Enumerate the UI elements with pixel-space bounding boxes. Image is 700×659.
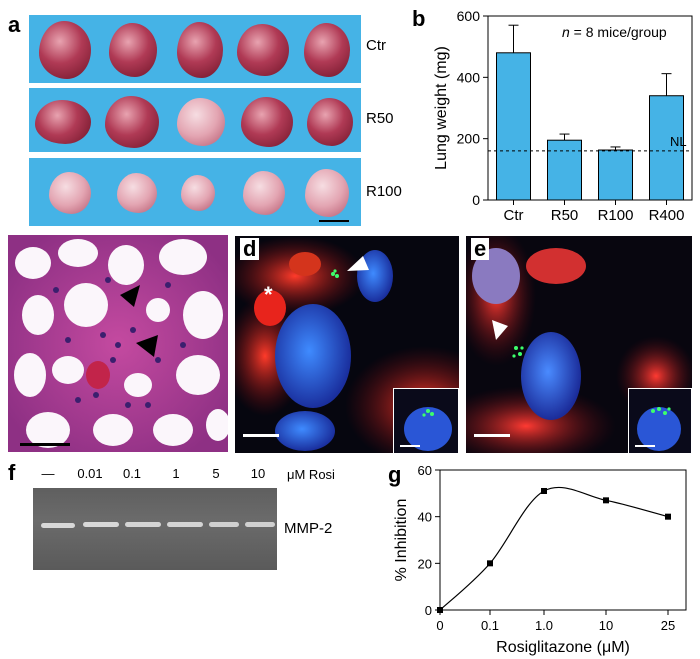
lung-r50-1	[35, 100, 91, 144]
lane-label-2: 0.01	[77, 466, 103, 481]
band-lane-6	[245, 522, 275, 527]
panel-f-letter: f	[8, 460, 16, 485]
y-tick-label-1: 200	[457, 131, 481, 147]
fluorescence-image-e	[466, 236, 692, 453]
row-label-ctr: Ctr	[366, 37, 386, 54]
x-tick-label-1: 0.1	[481, 618, 499, 633]
panel-d-letter: d	[240, 238, 260, 260]
x-tick-label-2: 1.0	[535, 618, 553, 633]
asterisk-marker: *	[264, 282, 273, 307]
y-tick-label-3: 60	[418, 463, 432, 478]
lane-label-4: 1	[172, 466, 180, 481]
lung-r100-3	[181, 175, 215, 211]
fluorescence-image-d	[235, 236, 459, 453]
data-point-0	[437, 607, 443, 613]
band-lane-5	[209, 522, 239, 527]
data-point-3	[603, 497, 609, 504]
reference-label-nl: NL	[670, 134, 687, 149]
panel-a-letter: a	[8, 12, 21, 37]
lung-r50-5	[307, 98, 353, 146]
inhibition-curve	[439, 486, 669, 611]
lung-r50-2	[105, 96, 159, 148]
lung-r100-2	[117, 173, 157, 213]
y-tick-label-0: 0	[425, 603, 432, 618]
panel-a-photo	[29, 15, 370, 227]
data-point-1	[487, 560, 493, 567]
panel-e-letter: e	[471, 238, 490, 260]
bar-r50	[547, 139, 582, 201]
lung-r50-3	[177, 98, 225, 146]
data-point-2	[541, 488, 547, 494]
band-lane-1	[41, 523, 75, 528]
row-label-r50: R50	[366, 110, 394, 127]
row-label-r100: R100	[366, 183, 402, 200]
inset-d	[393, 388, 459, 453]
histology-micrograph	[8, 235, 228, 452]
inset-e	[628, 388, 692, 453]
lane-label-5: 5	[212, 466, 220, 481]
inhibition-chart: 0 20 40 60 0 0.1 1.0 10 25 % Inhibition Rosiglitaz…	[393, 463, 687, 656]
bar-ctr	[496, 52, 531, 201]
panel-g-letter: g	[388, 462, 402, 487]
x-tick-label-4: 25	[661, 618, 675, 633]
x-axis-label: Rosiglitazone (μM)	[496, 639, 630, 656]
y-tick-label-2: 40	[418, 510, 432, 525]
y-tick-label-3: 600	[457, 8, 481, 24]
lung-r100-5	[305, 169, 349, 217]
lung-ctr-5	[304, 23, 350, 77]
panel-b-letter: b	[412, 6, 426, 31]
band-lane-4	[167, 522, 203, 527]
lane-labels: — 0.01 0.1 1 5 10	[30, 466, 430, 484]
plot-frame	[487, 15, 693, 201]
plot-frame	[439, 469, 687, 611]
lung-ctr-2	[109, 23, 157, 77]
band-lane-2	[83, 522, 119, 527]
y-tick-label-0: 0	[472, 192, 480, 208]
x-tick-label-2: R100	[598, 207, 634, 224]
lung-ctr-4	[237, 24, 289, 76]
lane-label-6: 10	[250, 466, 266, 481]
y-tick-label-2: 400	[457, 69, 481, 85]
lung-weight-chart: 0 200 400 600 Lung weight (mg) Ctr R50 R100 R400…	[433, 8, 693, 224]
x-tick-label-0: 0	[436, 618, 443, 633]
x-tick-label-1: R50	[551, 207, 579, 224]
y-axis-label: % Inhibition	[393, 499, 410, 582]
rosi-unit-label: μM Rosi	[287, 467, 335, 482]
lung-ctr-3	[177, 22, 223, 78]
lung-ctr-1	[39, 21, 91, 79]
band-lane-3	[125, 522, 161, 527]
y-axis-label: Lung weight (mg)	[433, 46, 450, 170]
lung-r100-1	[49, 172, 91, 214]
x-tick-label-3: R400	[649, 207, 685, 224]
y-tick-label-1: 20	[418, 556, 432, 571]
sample-size-annotation: n = 8 mice/group	[562, 24, 667, 40]
lane-label-1: —	[41, 466, 55, 481]
x-tick-label-3: 10	[599, 618, 613, 633]
panel-a-scale-bar	[319, 220, 349, 222]
lung-r50-4	[241, 97, 293, 147]
zymogram-gel	[33, 488, 277, 570]
lane-label-3: 0.1	[122, 466, 142, 481]
data-point-4	[665, 513, 671, 520]
mmp2-label: MMP-2	[284, 520, 333, 537]
lung-r100-4	[243, 171, 285, 215]
bar-r100	[598, 149, 633, 201]
x-tick-label-0: Ctr	[504, 207, 524, 224]
